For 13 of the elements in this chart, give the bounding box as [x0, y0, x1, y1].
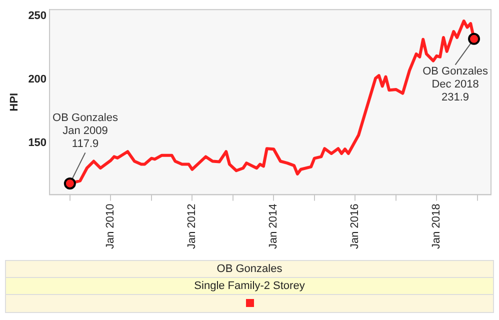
x-tick-label: Jan 2018	[430, 204, 443, 250]
annotation: OB Gonzales Jan 2009 117.9	[52, 112, 118, 150]
y-tick-label: 200	[28, 73, 47, 86]
text: Single Family-2 Storey	[6, 278, 493, 295]
x-tick-label: Jan 2010	[104, 204, 117, 250]
y-axis-title: HPI	[8, 92, 21, 112]
x-tick-label: Jan 2016	[349, 204, 362, 250]
y-tick-label: 250	[28, 10, 47, 22]
x-tick-label: Jan 2014	[268, 204, 280, 250]
y-tick-label: 150	[28, 136, 47, 149]
x-tick-label: Jan 2012	[186, 204, 198, 250]
legend-title: OB Gonzales	[6, 261, 493, 278]
annotation: OB Gonzales Dec 2018 231.9	[422, 65, 488, 104]
